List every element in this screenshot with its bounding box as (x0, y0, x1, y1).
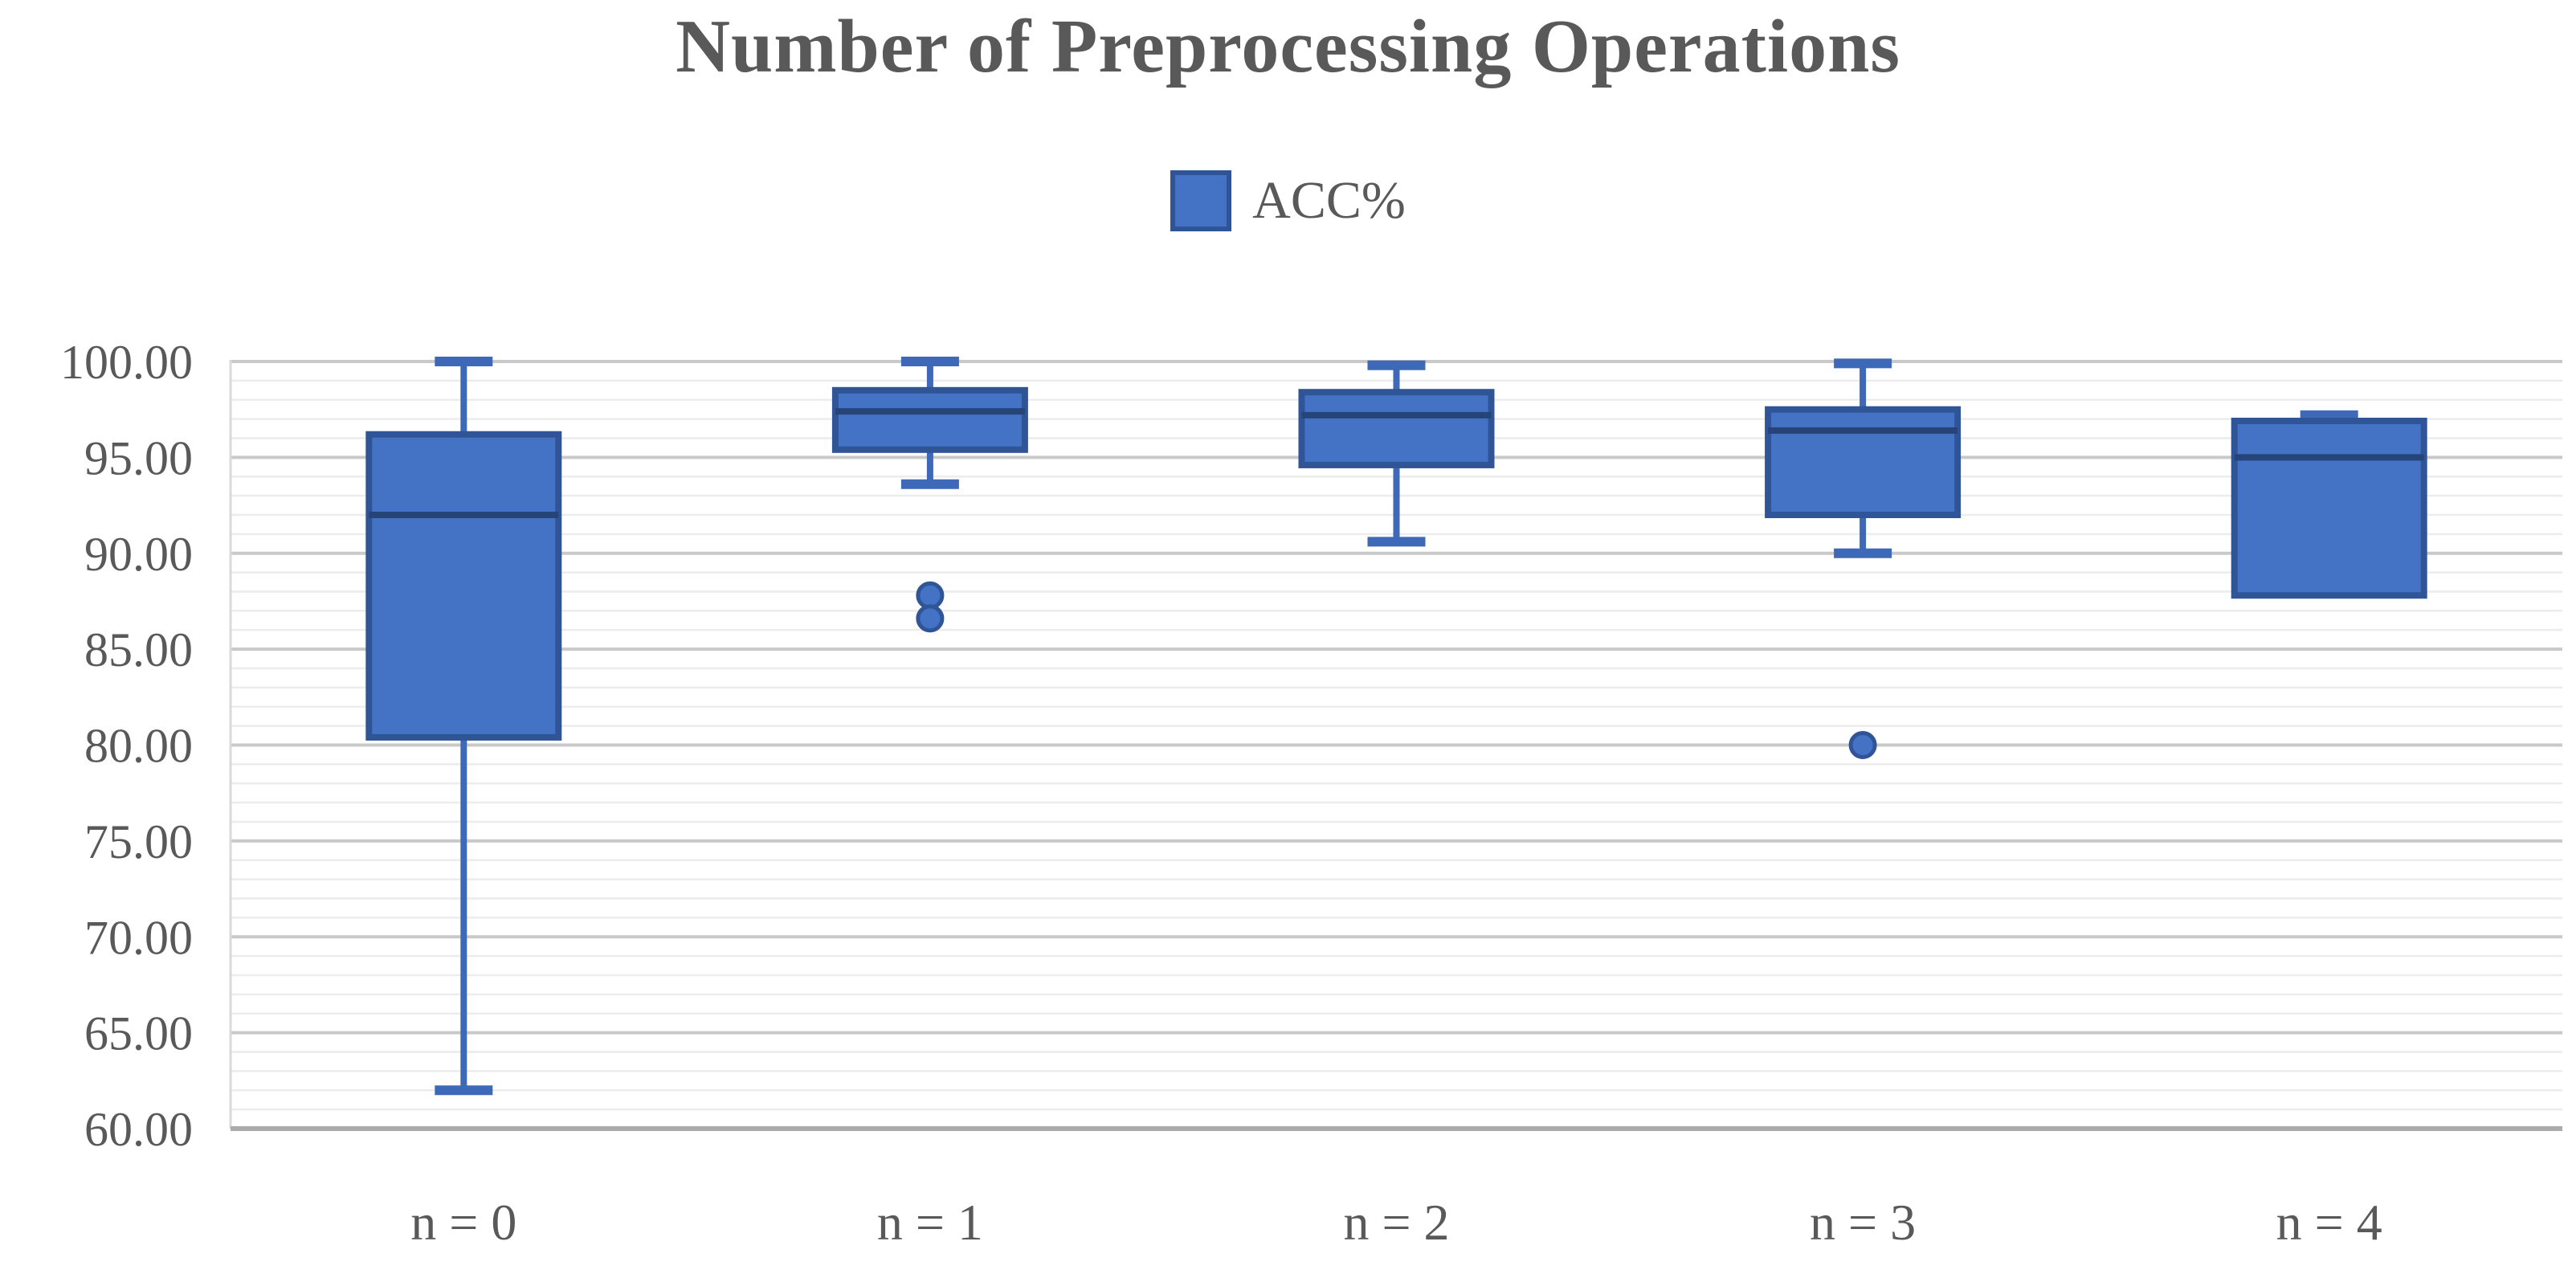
box-0 (365, 431, 562, 741)
outlier-dot (916, 581, 945, 610)
y-axis-tick-label: 95.00 (84, 431, 193, 484)
outlier-dot (1848, 731, 1877, 759)
x-axis-category-label: n = 0 (410, 1194, 516, 1251)
x-axis-category-label: n = 4 (2276, 1194, 2382, 1251)
chart-title: Number of Preprocessing Operations (676, 5, 1900, 88)
y-axis-tick-label: 90.00 (84, 528, 193, 581)
y-axis-tick-label: 60.00 (84, 1103, 193, 1156)
y-axis-tick-label: 85.00 (84, 623, 193, 676)
x-axis-category-label: n = 2 (1343, 1194, 1449, 1251)
y-axis-tick-label: 65.00 (84, 1007, 193, 1060)
x-axis-category-label: n = 3 (1810, 1194, 1916, 1251)
box-3 (1765, 406, 1962, 518)
x-axis-category-label: n = 1 (877, 1194, 983, 1251)
y-axis-tick-label: 70.00 (84, 911, 193, 964)
y-axis-tick-label: 75.00 (84, 815, 193, 868)
box-1 (831, 386, 1028, 453)
legend-swatch-acc (1170, 170, 1232, 231)
box-2 (1298, 389, 1495, 468)
y-axis-tick-label: 80.00 (84, 720, 193, 773)
box-4 (2231, 418, 2427, 599)
outlier-dot (916, 604, 945, 633)
legend: ACC% (0, 170, 2576, 231)
y-axis-tick-label: 100.00 (60, 336, 193, 389)
legend-label-acc: ACC% (1252, 171, 1406, 230)
